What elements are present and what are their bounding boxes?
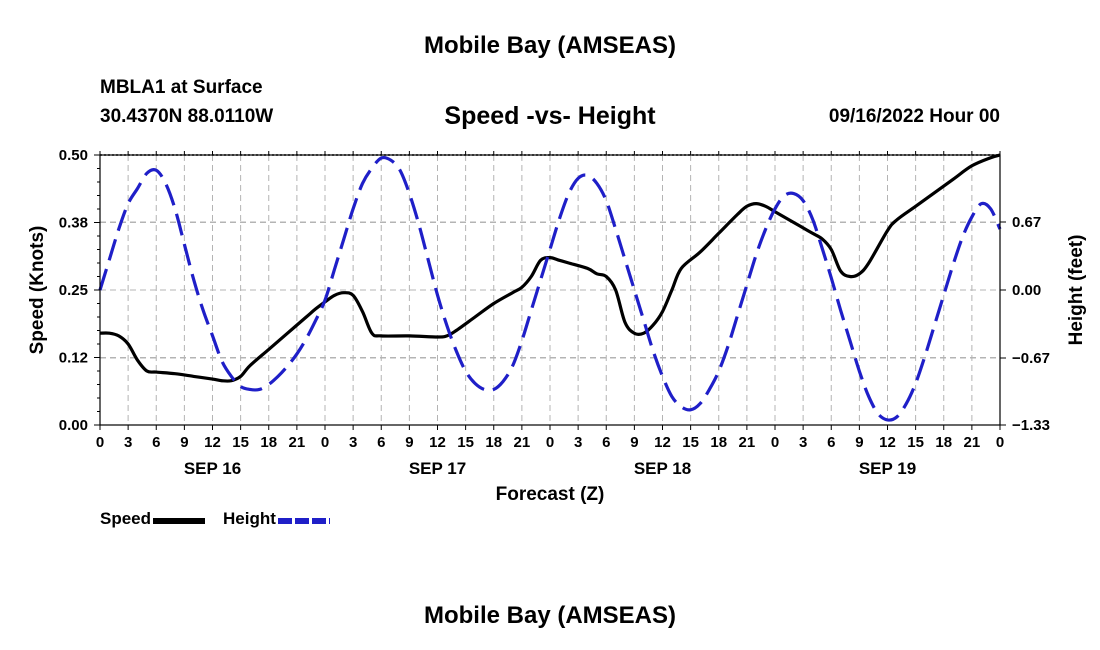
x-tick-label: 21 [964, 434, 981, 451]
y-axis-label: Speed (Knots) [27, 226, 48, 355]
x-tick-label: 18 [710, 434, 727, 451]
legend: Speed Height [100, 509, 330, 529]
x-tick-label: 15 [457, 434, 474, 451]
x-tick-label: 12 [204, 434, 221, 451]
station-coords: 30.4370N 88.0110W [100, 106, 274, 127]
y2-tick-label: 0.00 [1012, 282, 1041, 299]
x-day-label: SEP 18 [634, 459, 691, 478]
axes: 0 3 6 9 12 15 18 21 0 3 6 9 12 15 18 21 0 3 6 9 12 15 18 21 0 3 6 9… [59, 147, 1050, 478]
y2-axis-label: Height (feet) [1066, 235, 1087, 346]
x-tick-label: 21 [739, 434, 756, 451]
x-day-label: SEP 17 [409, 459, 466, 478]
x-tick-label: 9 [630, 434, 638, 451]
x-tick-label: 15 [907, 434, 924, 451]
x-tick-label: 15 [682, 434, 699, 451]
y-tick-label: 0.00 [59, 417, 88, 434]
x-tick-label: 3 [799, 434, 807, 451]
x-tick-label: 21 [289, 434, 306, 451]
main-title: Mobile Bay (AMSEAS) [423, 32, 677, 59]
legend-height-label: Height [223, 509, 276, 528]
series-line-height [98, 155, 1002, 422]
x-tick-label: 3 [349, 434, 357, 451]
legend-height-swatch [277, 518, 330, 524]
series-layer [98, 153, 1002, 422]
x-tick-label: 0 [996, 434, 1004, 451]
series-line-speed [99, 153, 1001, 383]
x-tick-label: 18 [935, 434, 952, 451]
footer-title: Mobile Bay (AMSEAS) [423, 602, 677, 629]
station-name: MBLA1 at Surface [100, 77, 263, 98]
run-time: 09/16/2022 Hour 00 [828, 106, 1000, 127]
x-tick-label: 18 [485, 434, 502, 451]
x-tick-label: 21 [514, 434, 531, 451]
x-tick-label: 15 [232, 434, 249, 451]
y-tick-label: 0.12 [59, 350, 88, 367]
x-tick-label: 9 [180, 434, 188, 451]
gridlines [100, 154, 1000, 426]
x-tick-label: 3 [574, 434, 582, 451]
x-tick-label: 0 [546, 434, 554, 451]
x-tick-label: 12 [429, 434, 446, 451]
x-tick-label: 12 [654, 434, 671, 451]
y-tick-label: 0.50 [59, 147, 88, 164]
x-axis-label: Forecast (Z) [496, 484, 605, 505]
x-tick-label: 6 [152, 434, 160, 451]
legend-speed-swatch [153, 518, 206, 524]
x-tick-label: 6 [377, 434, 385, 451]
y2-tick-label: 0.67 [1012, 214, 1041, 231]
x-day-label: SEP 19 [859, 459, 916, 478]
y-tick-label: 0.25 [59, 282, 88, 299]
x-tick-label: 9 [855, 434, 863, 451]
x-tick-label: 0 [96, 434, 104, 451]
y2-tick-label: −1.33 [1012, 417, 1050, 434]
x-tick-label: 0 [321, 434, 329, 451]
x-tick-label: 6 [827, 434, 835, 451]
x-tick-label: 9 [405, 434, 413, 451]
x-tick-label: 18 [260, 434, 277, 451]
chart-title: Speed -vs- Height [444, 102, 656, 130]
x-tick-label: 3 [124, 434, 132, 451]
x-tick-label: 6 [602, 434, 610, 451]
x-day-label: SEP 16 [184, 459, 241, 478]
x-tick-label: 0 [771, 434, 779, 451]
x-tick-label: 12 [879, 434, 896, 451]
legend-speed-label: Speed [100, 509, 152, 528]
y2-tick-label: −0.67 [1012, 350, 1050, 367]
y-tick-label: 0.38 [59, 215, 88, 232]
